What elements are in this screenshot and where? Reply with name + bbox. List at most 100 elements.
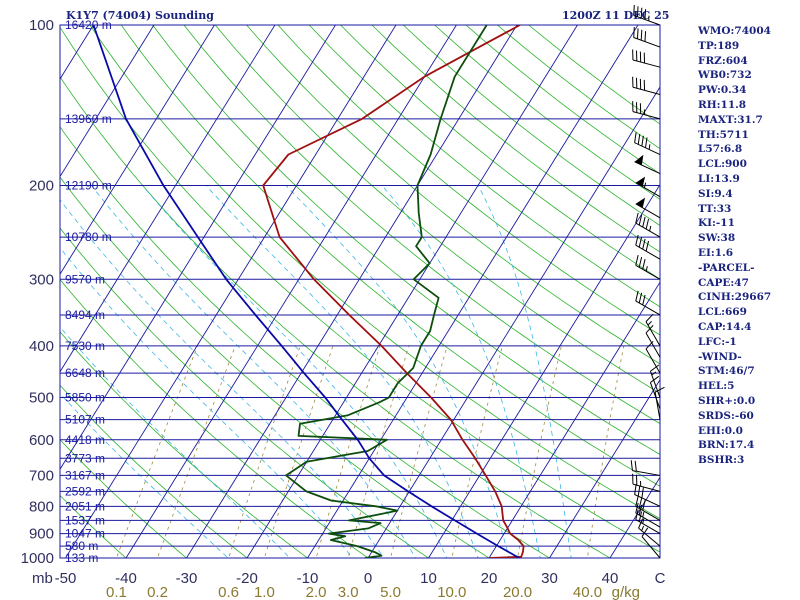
wind-barb-flag <box>638 257 643 268</box>
plot-frame <box>59 24 661 559</box>
wind-barb <box>645 325 661 358</box>
moist-adiabat-line <box>60 326 291 558</box>
index-entry: SI:9.4 <box>698 187 733 200</box>
height-label: 1537 m <box>65 513 105 527</box>
height-label: 3167 m <box>65 468 105 482</box>
wind-barb-staff <box>632 470 661 476</box>
wind-barb-flag <box>640 29 643 41</box>
wind-barb-flag <box>645 313 654 322</box>
index-entry: CAPE:47 <box>698 276 749 289</box>
pressure-tick-label: 500 <box>29 390 54 407</box>
wind-barb <box>638 518 661 547</box>
wind-barb-staff <box>635 519 661 535</box>
mixing-ratio-line <box>587 345 625 558</box>
wind-barb-half-flag <box>648 144 651 150</box>
temperature-tick-label: -30 <box>176 570 198 587</box>
wind-barb-staff <box>633 14 661 26</box>
index-entry: -WIND- <box>698 350 742 363</box>
wind-barb-staff <box>632 111 661 120</box>
wind-barb-flag <box>642 238 646 250</box>
mixing-ratio-line <box>263 345 334 558</box>
wind-barb-flag <box>635 509 639 520</box>
wind-barb-flag <box>635 255 639 266</box>
moist-adiabat-line <box>60 199 385 558</box>
wind-barb-staff <box>635 203 661 219</box>
temperature-tick-label: -20 <box>236 570 258 587</box>
dry-adiabat-line <box>60 494 127 558</box>
height-label: 1047 m <box>65 527 105 541</box>
dry-adiabat-line <box>60 439 188 558</box>
mixing-ratio-label: 20.0 <box>503 584 532 600</box>
moist-adiabat-line <box>285 185 510 558</box>
wind-barb-staff <box>634 142 661 155</box>
mixing-ratio-unit: g/kg <box>612 584 640 600</box>
dry-adiabat-line <box>183 25 660 425</box>
height-label: 4418 m <box>65 433 105 447</box>
wind-barb-flag <box>638 498 643 509</box>
dry-adiabat-line <box>371 25 660 253</box>
wind-barb-staff <box>641 536 661 559</box>
wind-barb-flag <box>645 325 654 334</box>
height-label: 10780 m <box>65 230 112 244</box>
wind-barb-staff <box>645 348 661 374</box>
wind-barb-flag <box>637 133 641 145</box>
parcel-path <box>92 25 520 558</box>
index-entry: BRN:17.4 <box>698 439 755 452</box>
wind-barb-staff <box>635 264 661 280</box>
wind-barb-flag <box>638 214 643 226</box>
wind-barb-staff <box>632 86 661 95</box>
mixing-ratio-line <box>315 345 381 558</box>
wind-barb-staff <box>638 527 661 547</box>
mixing-ratio-line <box>347 345 410 558</box>
isotherm-line <box>60 25 336 471</box>
wind-barb-flag <box>645 137 648 148</box>
wind-barb-staff <box>635 512 661 528</box>
dry-adiabat-line <box>60 26 660 553</box>
wind-barb-flag <box>634 132 637 143</box>
wind-barb <box>635 234 661 260</box>
mixing-ratio-line <box>228 345 301 558</box>
wind-barb-flag <box>634 484 637 495</box>
dry-adiabat-line <box>60 384 248 558</box>
pressure-tick-label: 300 <box>29 271 54 288</box>
index-entry: TT:33 <box>698 202 732 215</box>
isotherm-line <box>64 25 397 558</box>
index-entry: CAP:14.4 <box>698 320 752 333</box>
wind-barb-flag <box>635 234 639 246</box>
wind-barb <box>630 460 661 476</box>
moist-adiabat-line <box>477 185 572 558</box>
wind-barb <box>634 154 661 175</box>
index-entry: BSHR:3 <box>698 454 745 467</box>
mixing-ratio-label: 5.0 <box>380 584 401 600</box>
wind-barb-flag <box>630 460 633 471</box>
wind-barb-flag <box>638 236 643 248</box>
dry-adiabat-line <box>340 25 660 280</box>
wind-barb-staff <box>649 371 661 398</box>
height-label: 2592 m <box>65 484 105 498</box>
index-entry: MAXT:31.7 <box>698 113 763 126</box>
height-label: 3773 m <box>65 451 105 465</box>
index-entry: RH:11.8 <box>698 98 747 111</box>
height-label: 7530 m <box>65 339 105 353</box>
wind-barb <box>634 132 661 155</box>
wind-barb-flag <box>636 6 639 17</box>
temperature-profile <box>262 25 525 558</box>
isotherm-line <box>246 25 578 558</box>
wind-barb-staff <box>635 222 661 238</box>
dry-adiabat-line <box>214 25 660 394</box>
moist-adiabat-line <box>60 392 229 558</box>
pressure-tick-label: 600 <box>29 432 54 449</box>
mixing-ratio-label: 2.0 <box>306 584 327 600</box>
dry-adiabat-line <box>308 25 660 308</box>
wind-barb-pennant <box>635 197 646 208</box>
index-entry: EI:1.6 <box>698 246 734 259</box>
dry-adiabat-line <box>60 176 490 558</box>
pressure-tick-label: 200 <box>29 177 54 194</box>
mixing-ratio-line <box>451 345 503 558</box>
wind-barb-staff <box>635 300 661 316</box>
wind-barb-flag <box>650 364 660 372</box>
wind-barb-staff <box>635 505 661 521</box>
isotherm-line <box>0 13 40 569</box>
moist-adiabat-line <box>142 185 448 558</box>
